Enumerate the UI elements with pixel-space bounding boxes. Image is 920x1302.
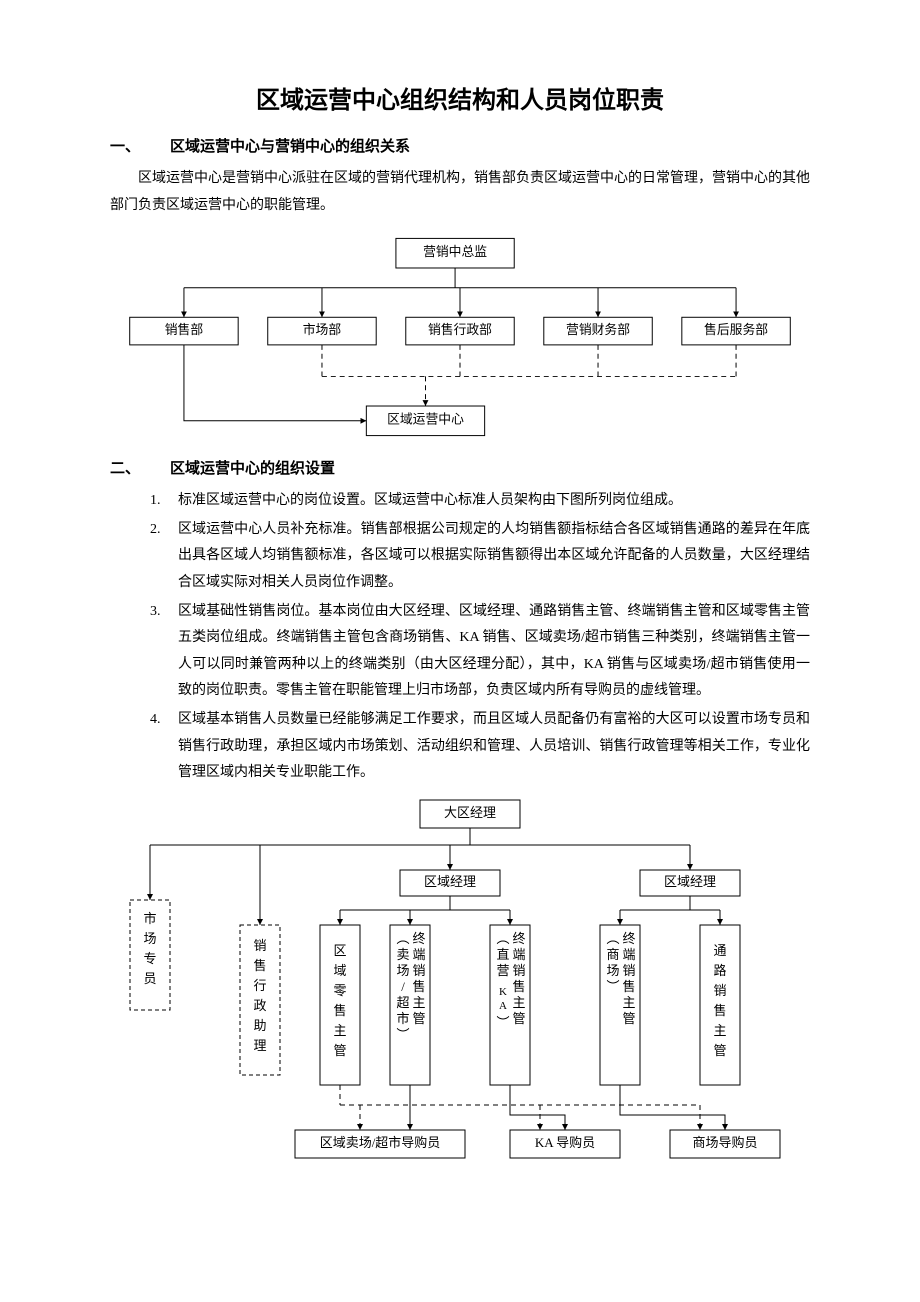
- svg-text:管: 管: [713, 1043, 726, 1058]
- svg-text:市: 市: [143, 911, 156, 926]
- org-chart-1: 营销中总监 销售部 市场部 销售行政部 营销财务部 售后服务部 区域运营中心: [110, 227, 810, 447]
- svg-text:员: 员: [143, 971, 156, 986]
- svg-text:终: 终: [622, 931, 635, 946]
- svg-text:场: 场: [396, 963, 409, 978]
- svg-text:主: 主: [333, 1023, 346, 1038]
- svg-text:场: 场: [143, 931, 156, 946]
- svg-text:域: 域: [333, 963, 346, 978]
- svg-text:零: 零: [333, 983, 346, 998]
- svg-text:营: 营: [496, 963, 509, 978]
- svg-text:︵: ︵: [606, 931, 619, 946]
- section2-heading: 二、区域运营中心的组织设置: [110, 457, 810, 478]
- svg-text:主: 主: [512, 995, 525, 1010]
- svg-text:助: 助: [253, 1018, 266, 1033]
- svg-text:售: 售: [713, 1003, 726, 1018]
- svg-text:政: 政: [253, 998, 266, 1013]
- section1-num: 一、: [110, 135, 170, 156]
- node-bottom: 区域运营中心: [387, 413, 464, 427]
- list-item: 区域基础性销售岗位。基本岗位由大区经理、区域经理、通路销售主管、终端销售主管和区…: [150, 599, 810, 705]
- svg-text:理: 理: [253, 1038, 266, 1053]
- svg-text:端: 端: [512, 947, 525, 962]
- svg-text:终: 终: [412, 931, 425, 946]
- document-page: 区域运营中心组织结构和人员岗位职责 一、区域运营中心与营销中心的组织关系 区域运…: [0, 0, 920, 1230]
- page-title: 区域运营中心组织结构和人员岗位职责: [110, 80, 810, 115]
- svg-text:销: 销: [713, 983, 726, 998]
- svg-text:主: 主: [412, 995, 425, 1010]
- svg-text:︵: ︵: [496, 931, 509, 946]
- svg-text:端: 端: [412, 947, 425, 962]
- node-d5: 售后服务部: [704, 322, 768, 337]
- svg-text:售: 售: [412, 979, 425, 994]
- svg-text:端: 端: [622, 947, 635, 962]
- node2-b3: 商场导购员: [692, 1135, 757, 1150]
- svg-text:K: K: [499, 986, 507, 998]
- node2-b2: KA 导购员: [535, 1135, 595, 1150]
- node2-rm2: 区域经理: [664, 874, 716, 889]
- org-chart-2-svg: 大区经理 区域经理 区域经理: [110, 795, 810, 1170]
- svg-text:︶: ︶: [396, 1027, 409, 1042]
- svg-text:售: 售: [333, 1003, 346, 1018]
- section1-text: 区域运营中心与营销中心的组织关系: [170, 138, 410, 155]
- list-item: 标准区域运营中心的岗位设置。区域运营中心标准人员架构由下图所列岗位组成。: [150, 488, 810, 515]
- svg-text:市: 市: [396, 1011, 409, 1026]
- svg-text:场: 场: [606, 963, 619, 978]
- svg-text:管: 管: [622, 1011, 635, 1026]
- node2-b1: 区域卖场/超市导购员: [320, 1135, 441, 1150]
- section1-body: 区域运营中心是营销中心派驻在区域的营销代理机构，销售部负责区域运营中心的日常管理…: [110, 166, 810, 219]
- svg-text:/: /: [401, 979, 405, 994]
- svg-text:︶: ︶: [606, 979, 619, 994]
- node2-top: 大区经理: [444, 805, 496, 820]
- list-item: 区域基本销售人员数量已经能够满足工作要求，而且区域人员配备仍有富裕的大区可以设置…: [150, 707, 810, 787]
- svg-text:超: 超: [396, 995, 409, 1010]
- svg-text:通: 通: [713, 943, 726, 958]
- node-d1: 销售部: [165, 322, 204, 337]
- section2-text: 区域运营中心的组织设置: [170, 460, 335, 477]
- svg-text:管: 管: [333, 1043, 346, 1058]
- node-top: 营销中总监: [423, 245, 487, 259]
- svg-text:区: 区: [333, 943, 346, 958]
- svg-text:售: 售: [253, 958, 266, 973]
- section2-num: 二、: [110, 457, 170, 478]
- svg-text:主: 主: [713, 1023, 726, 1038]
- svg-text:行: 行: [253, 978, 266, 993]
- node-d2: 市场部: [303, 322, 342, 337]
- svg-text:卖: 卖: [396, 947, 409, 962]
- org-chart-1-svg: 营销中总监 销售部 市场部 销售行政部 营销财务部 售后服务部 区域运营中心: [110, 227, 810, 447]
- svg-text:销: 销: [253, 938, 266, 953]
- node-d4: 营销财务部: [566, 322, 630, 337]
- svg-text:商: 商: [606, 947, 619, 962]
- list-item: 区域运营中心人员补充标准。销售部根据公司规定的人均销售额指标结合各区域销售通路的…: [150, 517, 810, 597]
- svg-text:A: A: [499, 1000, 507, 1012]
- svg-text:销: 销: [512, 963, 525, 978]
- svg-text:终: 终: [512, 931, 525, 946]
- svg-text:管: 管: [512, 1011, 525, 1026]
- svg-text:管: 管: [412, 1011, 425, 1026]
- svg-text:销: 销: [412, 963, 425, 978]
- svg-text:售: 售: [512, 979, 525, 994]
- node2-rm1: 区域经理: [424, 874, 476, 889]
- svg-text:销: 销: [622, 963, 635, 978]
- svg-text:︶: ︶: [496, 1015, 509, 1030]
- svg-text:专: 专: [143, 951, 156, 966]
- svg-text:路: 路: [713, 963, 726, 978]
- svg-text:︵: ︵: [396, 931, 409, 946]
- svg-text:直: 直: [496, 947, 509, 962]
- org-chart-2: 大区经理 区域经理 区域经理: [110, 795, 810, 1170]
- section2-list: 标准区域运营中心的岗位设置。区域运营中心标准人员架构由下图所列岗位组成。 区域运…: [150, 488, 810, 787]
- section1-heading: 一、区域运营中心与营销中心的组织关系: [110, 135, 810, 156]
- node-d3: 销售行政部: [428, 322, 492, 337]
- svg-text:售: 售: [622, 979, 635, 994]
- svg-text:主: 主: [622, 995, 635, 1010]
